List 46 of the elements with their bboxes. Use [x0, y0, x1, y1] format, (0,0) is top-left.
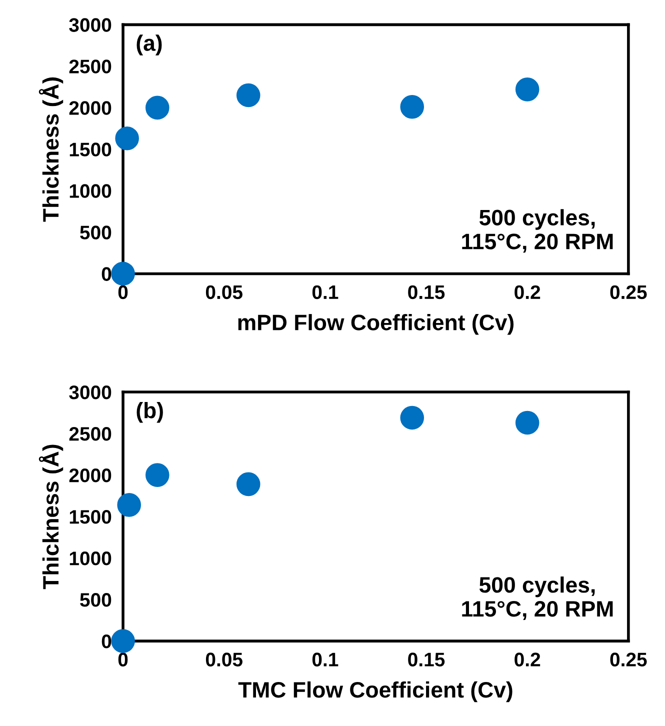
point	[115, 126, 139, 150]
x-tick-label: 0.25	[610, 652, 647, 666]
point	[400, 406, 424, 430]
x-tick-label: 0.1	[312, 285, 338, 300]
point	[146, 463, 170, 487]
point	[117, 493, 141, 517]
point	[236, 472, 260, 496]
y-tick-label: 1500	[70, 142, 112, 156]
x-axis-title: TMC Flow Coefficient (Cv)	[238, 681, 512, 702]
y-axis-title: Thickness (Å)	[38, 77, 64, 222]
point	[111, 262, 135, 286]
y-tick-label: 500	[80, 593, 112, 607]
y-tick-label: 2500	[69, 60, 112, 74]
y-tick-label: 500	[80, 226, 112, 240]
y-axis-title: Thickness (Å)	[38, 444, 64, 590]
x-tick-label: 0.25	[610, 285, 647, 300]
x-tick-label: 0.05	[206, 652, 242, 666]
point	[236, 83, 260, 108]
x-axis-title: mPD Flow Coefficient (Cv)	[238, 314, 514, 335]
y-tick-label: 3000	[69, 386, 112, 400]
annotation: (a)	[136, 34, 162, 56]
y-tick-label: 2500	[69, 427, 112, 441]
x-tick-label: 0.05	[206, 285, 242, 300]
y-tick-label: 0	[102, 634, 112, 648]
y-tick-label: 1500	[70, 510, 112, 524]
x-tick-label: 0	[118, 652, 128, 666]
point	[146, 96, 170, 120]
y-tick-label: 0	[102, 267, 112, 281]
point	[111, 629, 135, 653]
point	[515, 410, 540, 435]
x-tick-label: 0.2	[514, 285, 540, 300]
x-tick-label: 0	[118, 285, 128, 300]
point	[400, 94, 424, 119]
y-tick-label: 2000	[69, 468, 112, 482]
x-tick-label: 0.1	[312, 652, 338, 666]
y-tick-label: 3000	[69, 18, 112, 32]
y-tick-label: 1000	[70, 184, 112, 198]
x-tick-label: 0.2	[514, 652, 540, 666]
x-tick-label: 0.15	[408, 285, 445, 300]
annotation: 500 cycles, 115°C, 20 RPM	[462, 576, 613, 620]
annotation: 500 cycles, 115°C, 20 RPM	[462, 209, 613, 253]
y-tick-label: 1000	[70, 552, 112, 566]
annotation: (b)	[136, 402, 163, 423]
point	[515, 78, 540, 102]
x-tick-label: 0.15	[408, 652, 445, 666]
y-tick-label: 2000	[69, 101, 112, 115]
